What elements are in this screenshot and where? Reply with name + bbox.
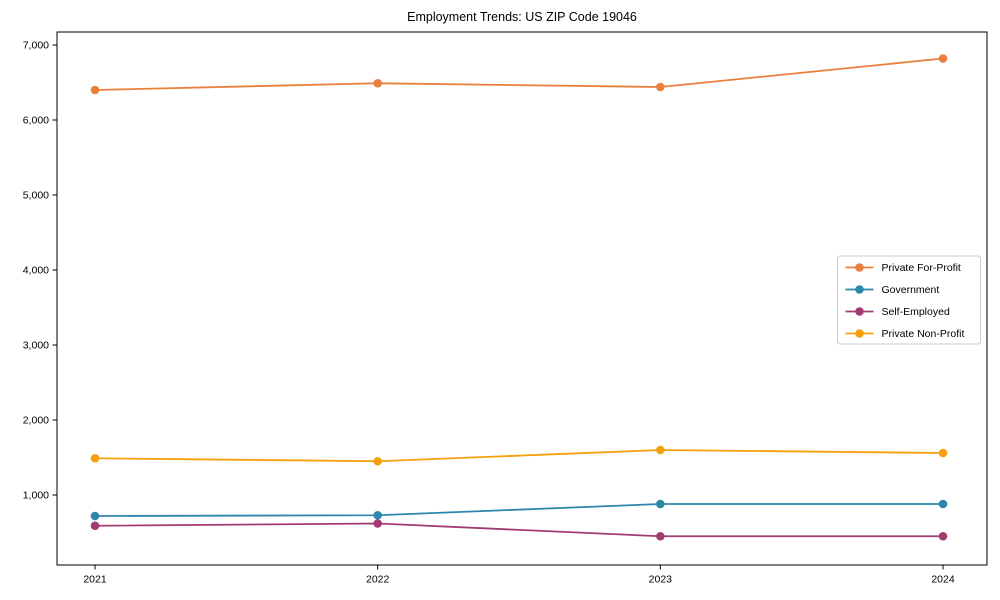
series-line xyxy=(94,503,943,517)
series-marker xyxy=(90,85,100,95)
x-tick-label: 2023 xyxy=(649,574,673,586)
y-tick-label: 2,000 xyxy=(23,415,49,427)
plot-frame xyxy=(56,31,988,566)
y-tick-label: 4,000 xyxy=(23,265,49,277)
x-tick-label: 2021 xyxy=(83,574,107,586)
series-line xyxy=(94,449,944,463)
y-tick-label: 1,000 xyxy=(23,490,49,502)
legend-label: Private Non-Profit xyxy=(882,328,965,340)
series-line xyxy=(94,522,943,538)
series-marker xyxy=(90,521,100,531)
chart-title: Employment Trends: US ZIP Code 19046 xyxy=(407,10,637,24)
series-marker xyxy=(938,531,948,541)
legend-sample-marker xyxy=(855,307,864,316)
legend-sample-marker xyxy=(855,263,864,272)
legend-box xyxy=(837,255,981,345)
legend-label: Government xyxy=(882,284,940,296)
x-tick-label: 2022 xyxy=(366,574,390,586)
series-marker xyxy=(656,445,665,455)
series-marker xyxy=(373,510,382,520)
series-marker xyxy=(373,78,382,88)
legend-sample-marker xyxy=(855,285,864,294)
series-marker xyxy=(656,499,665,509)
y-tick-label: 6,000 xyxy=(23,115,49,127)
series-marker xyxy=(90,511,100,521)
legend-label: Self-Employed xyxy=(882,306,950,318)
series-marker xyxy=(656,82,665,92)
legend-sample-marker xyxy=(855,329,864,338)
series-marker xyxy=(373,519,382,528)
legend-label: Private For-Profit xyxy=(882,262,961,274)
y-tick-label: 3,000 xyxy=(23,340,49,352)
x-tick-label: 2024 xyxy=(931,574,955,586)
series-marker xyxy=(938,54,948,63)
series-line xyxy=(94,57,944,91)
y-tick-label: 5,000 xyxy=(23,190,49,202)
y-tick-label: 7,000 xyxy=(23,40,49,52)
series-marker xyxy=(938,448,948,458)
series-marker xyxy=(938,499,948,509)
series-marker xyxy=(90,453,100,463)
series-marker xyxy=(656,531,665,541)
series-marker xyxy=(373,456,382,466)
